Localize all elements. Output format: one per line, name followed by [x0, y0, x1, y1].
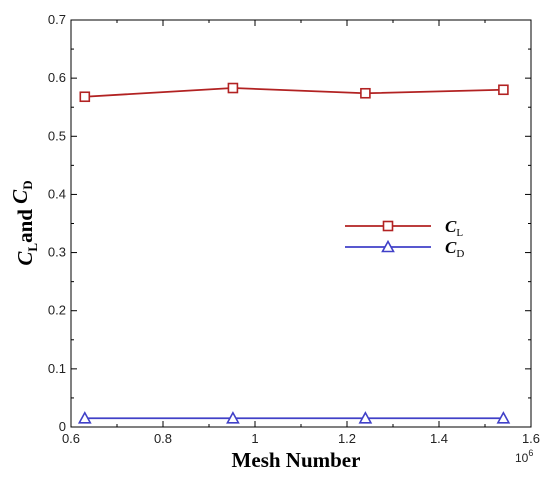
legend-label: CD	[445, 238, 464, 260]
x-tick-label: 1	[251, 431, 258, 446]
y-axis-title-part: L	[25, 243, 40, 252]
data-point-marker	[358, 411, 373, 424]
y-axis-title-part: C	[8, 189, 32, 204]
x-multiplier-base: 10	[515, 451, 529, 465]
y-axis-title-part: C	[13, 251, 37, 266]
x-tick-label: 1.4	[430, 431, 448, 446]
x-multiplier-exponent: 6	[528, 448, 533, 458]
legend-entry: CD	[345, 238, 464, 260]
y-tick-label: 0.2	[48, 303, 66, 318]
data-point-marker	[496, 411, 511, 424]
x-axis-multiplier: 106	[515, 448, 533, 465]
legend-label: CL	[445, 217, 463, 239]
x-axis-title: Mesh Number	[232, 448, 361, 472]
y-tick-label: 0.4	[48, 186, 66, 201]
data-point-marker	[360, 87, 371, 99]
series-layer	[77, 82, 511, 424]
y-tick-label: 0.7	[48, 12, 66, 27]
data-point-marker	[498, 84, 509, 96]
y-tick-label: 0	[59, 419, 66, 434]
y-axis-title-part: D	[20, 180, 35, 189]
y-axis-title-part: and	[13, 204, 37, 243]
y-tick-label: 0.5	[48, 128, 66, 143]
legend-marker	[382, 220, 394, 232]
data-point-marker	[77, 411, 92, 424]
data-point-marker	[227, 82, 239, 94]
legend-label-sub: D	[456, 248, 464, 260]
series-CL	[79, 82, 509, 103]
x-tick-label: 1.2	[338, 431, 356, 446]
data-point-marker	[79, 91, 91, 103]
x-tick-label: 1.6	[522, 431, 540, 446]
y-tick-label: 0.6	[48, 70, 66, 85]
legend-marker	[381, 239, 395, 253]
x-tick-label: 0.8	[154, 431, 172, 446]
series-CD	[77, 411, 511, 424]
y-tick-label: 0.3	[48, 245, 66, 260]
y-axis-title: CLand CD	[8, 180, 40, 265]
legend-label-sub: L	[456, 227, 463, 239]
x-axis-ticks: 0.6 0.8 1 1.2 1.4 1.6	[62, 20, 540, 446]
series-line	[84, 87, 504, 98]
legend-entry: CL	[345, 217, 463, 239]
y-tick-label: 0.1	[48, 361, 66, 376]
y-axis-ticks: 0 0.1 0.2 0.3 0.4 0.5 0.6 0.7	[48, 12, 531, 434]
legend-label-main: C	[445, 217, 457, 236]
x-tick-label: 0.6	[62, 431, 80, 446]
plot-frame	[70, 19, 532, 428]
data-point-marker	[226, 411, 240, 424]
legend-label-main: C	[445, 238, 457, 257]
